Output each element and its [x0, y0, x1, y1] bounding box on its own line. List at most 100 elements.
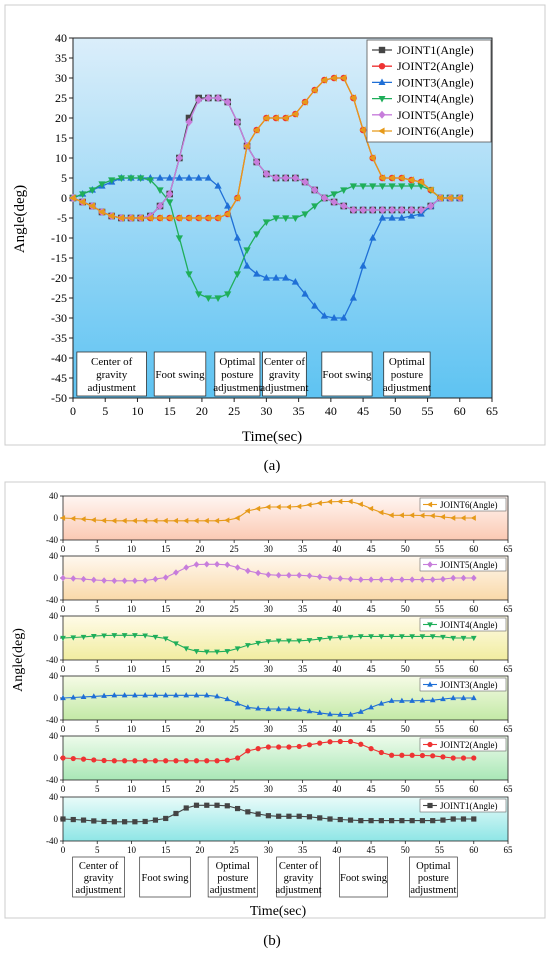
- x-tick-label-b: 55: [435, 724, 445, 734]
- legend-b-4: [419, 617, 507, 632]
- y-tick-label-a: -40: [51, 351, 67, 365]
- point-a-5: [427, 201, 435, 211]
- point-b-6: [90, 517, 96, 523]
- x-tick-label-b: 0: [61, 664, 66, 674]
- x-tick-label-b: 35: [298, 544, 308, 554]
- point-b-4: [80, 634, 87, 641]
- phase-label-a: Foot swing: [155, 369, 205, 381]
- point-a-3: [156, 174, 164, 181]
- point-b-5: [419, 576, 426, 583]
- point-b-6: [70, 515, 76, 522]
- point-a-5: [282, 173, 290, 183]
- x-tick-label-b: 45: [367, 544, 377, 554]
- point-b-3: [286, 705, 292, 712]
- legend-marker-a: [378, 62, 386, 70]
- point-a-6: [243, 142, 250, 150]
- point-b-6: [326, 498, 333, 505]
- point-a-6: [252, 126, 260, 134]
- point-b-4: [419, 634, 426, 640]
- point-b-3: [306, 708, 313, 714]
- point-a-5: [417, 205, 425, 215]
- phase-label-a: posture: [391, 369, 424, 381]
- point-a-4: [108, 177, 116, 184]
- point-a-6: [156, 214, 163, 222]
- point-a-3: [378, 214, 387, 221]
- x-tick-label-b: 45: [367, 664, 377, 674]
- y-tick-label-a: -45: [51, 371, 67, 385]
- point-a-4: [359, 183, 367, 190]
- point-a-4: [330, 191, 338, 198]
- point-a-5: [272, 173, 280, 183]
- x-tick-label-b: 20: [195, 784, 205, 794]
- point-a-6: [98, 208, 105, 216]
- point-b-5: [347, 575, 354, 583]
- point-b-2: [409, 752, 415, 758]
- point-b-2: [306, 742, 313, 748]
- phase-box-b: [207, 856, 258, 898]
- point-b-2: [173, 758, 179, 764]
- point-a-3: [330, 314, 338, 321]
- point-b-4: [90, 633, 97, 640]
- point-a-3: [349, 294, 358, 301]
- x-tick-label-b: 0: [61, 784, 66, 794]
- legend-marker-a: [378, 96, 386, 103]
- point-b-5: [183, 564, 190, 571]
- y-tick-label-a: 5: [61, 171, 67, 185]
- point-a-6: [310, 86, 318, 94]
- point-b-2: [419, 752, 426, 759]
- point-b-5: [60, 574, 66, 582]
- legend-label-a: JOINT4(Angle): [397, 92, 474, 106]
- point-a-3: [185, 174, 193, 181]
- point-b-6: [193, 517, 199, 524]
- x-tick-label-b: 45: [367, 724, 377, 734]
- point-a-3: [175, 174, 183, 181]
- point-b-5: [368, 576, 374, 583]
- point-b-1: [60, 816, 66, 822]
- point-a-3: [243, 262, 251, 269]
- x-tick-label-b: 5: [95, 664, 100, 674]
- x-tick-label-b: 25: [230, 604, 240, 614]
- point-b-1: [399, 818, 405, 824]
- point-b-1: [440, 817, 446, 823]
- point-a-6: [397, 174, 405, 182]
- point-a-6: [69, 194, 76, 202]
- point-b-3: [111, 692, 118, 698]
- point-b-2: [430, 753, 436, 759]
- phase-label-a: adjustment: [213, 382, 261, 394]
- point-a-6: [204, 214, 212, 222]
- point-a-4: [185, 271, 193, 278]
- x-tick-label-b: 25: [230, 724, 240, 734]
- point-b-4: [193, 649, 200, 655]
- point-b-3: [80, 693, 87, 699]
- point-b-6: [152, 517, 158, 524]
- point-b-5: [460, 574, 467, 582]
- point-a-6: [136, 214, 144, 222]
- point-b-2: [276, 744, 282, 750]
- legend-label-b: JOINT4(Angle): [440, 620, 498, 630]
- phase-label-b: posture: [217, 873, 248, 884]
- point-a-6: [359, 126, 366, 134]
- point-b-3: [101, 692, 107, 698]
- x-tick-label-b: 60: [469, 784, 479, 794]
- legend-marker-b: [427, 802, 433, 809]
- y-tick-label-a: 30: [55, 71, 67, 85]
- x-tick-label-a: 45: [357, 404, 369, 418]
- point-b-1: [142, 818, 148, 825]
- point-b-6: [460, 515, 466, 521]
- point-a-4: [117, 175, 125, 182]
- point-a-3: [233, 234, 242, 241]
- point-b-6: [450, 515, 456, 521]
- point-b-2: [152, 758, 159, 764]
- point-a-3: [388, 214, 396, 221]
- x-tick-label-a: 30: [260, 404, 272, 418]
- legend-b-1: [419, 798, 507, 813]
- point-b-1: [101, 818, 107, 825]
- x-tick-label-b: 20: [195, 544, 205, 554]
- point-b-4: [121, 633, 128, 639]
- x-tick-label-b: 55: [435, 784, 445, 794]
- phase-label-b: adjustment: [210, 885, 256, 896]
- x-tick-label-b: 20: [195, 845, 205, 855]
- point-b-5: [429, 576, 436, 583]
- x-tick-label-b: 15: [161, 544, 171, 554]
- point-b-4: [337, 635, 344, 641]
